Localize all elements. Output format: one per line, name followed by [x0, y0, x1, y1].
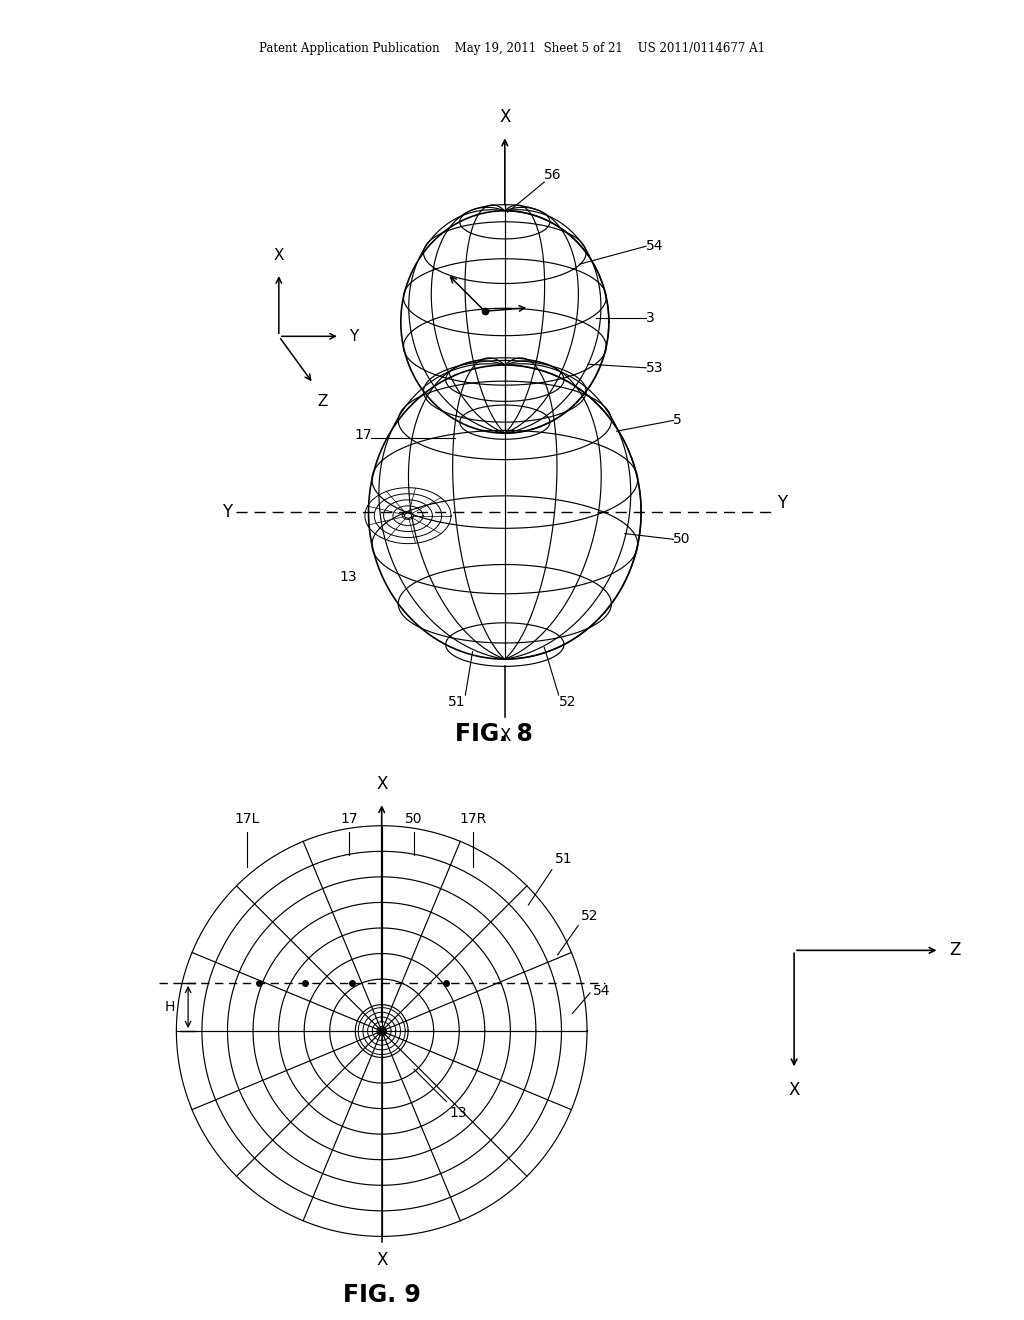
- Text: 13: 13: [450, 1106, 467, 1121]
- Text: 50: 50: [406, 812, 423, 826]
- Text: Y: Y: [777, 495, 787, 512]
- Text: Z: Z: [317, 393, 328, 409]
- Text: 50: 50: [674, 532, 691, 546]
- Text: Z: Z: [949, 941, 961, 960]
- Text: 51: 51: [447, 696, 465, 709]
- Text: 13: 13: [340, 570, 357, 583]
- Text: 52: 52: [582, 908, 599, 923]
- Text: 17: 17: [341, 812, 358, 826]
- Text: Y: Y: [349, 329, 358, 343]
- Text: 51: 51: [555, 851, 572, 866]
- Text: X: X: [376, 775, 387, 793]
- Text: X: X: [499, 727, 511, 746]
- Text: Y: Y: [222, 503, 232, 521]
- Text: 52: 52: [559, 696, 577, 709]
- Text: H: H: [165, 1001, 175, 1014]
- Text: Patent Application Publication    May 19, 2011  Sheet 5 of 21    US 2011/0114677: Patent Application Publication May 19, 2…: [259, 42, 765, 55]
- Text: FIG. 9: FIG. 9: [343, 1283, 421, 1307]
- Text: X: X: [376, 1251, 387, 1269]
- Text: FIG. 8: FIG. 8: [455, 722, 534, 747]
- Text: 54: 54: [646, 239, 664, 253]
- Text: 17: 17: [354, 428, 372, 442]
- Text: 54: 54: [593, 985, 610, 998]
- Ellipse shape: [404, 513, 412, 519]
- Text: 17R: 17R: [459, 812, 486, 826]
- Text: 56: 56: [545, 168, 562, 182]
- Text: 53: 53: [646, 360, 664, 375]
- Text: X: X: [499, 108, 511, 127]
- Text: X: X: [788, 1081, 800, 1100]
- Text: 3: 3: [646, 312, 655, 325]
- Text: X: X: [273, 248, 284, 263]
- Text: 17L: 17L: [234, 812, 259, 826]
- Text: 5: 5: [674, 413, 682, 428]
